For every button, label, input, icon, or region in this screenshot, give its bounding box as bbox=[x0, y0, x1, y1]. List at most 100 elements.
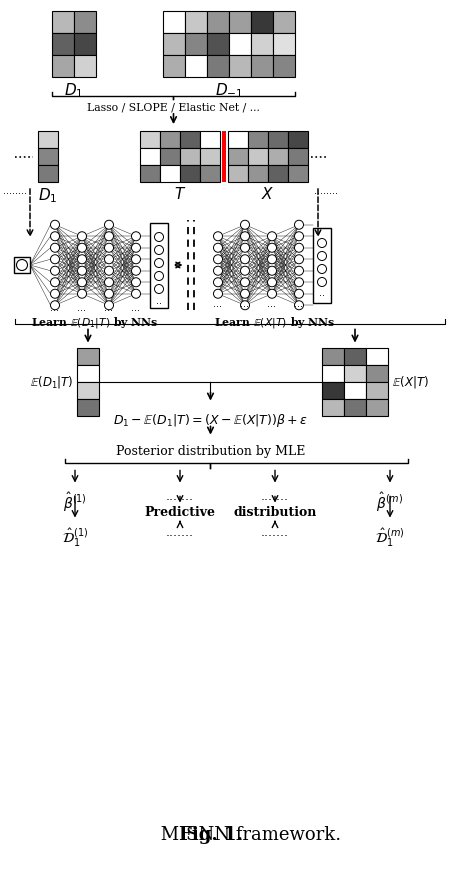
Text: ........: ........ bbox=[3, 186, 27, 196]
Bar bbox=[321, 365, 343, 382]
Bar bbox=[185, 56, 207, 78]
Bar bbox=[222, 132, 225, 182]
Circle shape bbox=[104, 278, 113, 288]
Bar bbox=[14, 258, 30, 274]
Bar bbox=[272, 56, 294, 78]
Bar bbox=[52, 12, 74, 34]
Circle shape bbox=[294, 267, 303, 276]
Circle shape bbox=[240, 278, 249, 288]
Bar bbox=[272, 34, 294, 56]
Bar bbox=[150, 223, 168, 308]
Bar bbox=[160, 132, 179, 149]
Bar bbox=[343, 365, 365, 382]
Text: $\mathbb{E}(X|T)$: $\mathbb{E}(X|T)$ bbox=[391, 374, 428, 390]
Bar bbox=[74, 12, 96, 34]
Bar bbox=[207, 56, 229, 78]
Bar bbox=[343, 399, 365, 416]
Circle shape bbox=[267, 267, 276, 276]
Bar bbox=[200, 166, 219, 182]
Text: $D_1$: $D_1$ bbox=[38, 186, 58, 204]
Circle shape bbox=[131, 255, 140, 264]
Bar bbox=[229, 34, 251, 56]
Text: $\hat{\mathcal{D}}_1^{(m)}$: $\hat{\mathcal{D}}_1^{(m)}$ bbox=[375, 526, 404, 548]
Bar bbox=[77, 399, 99, 416]
Circle shape bbox=[104, 221, 113, 230]
Bar bbox=[251, 56, 272, 78]
Text: $D_{-1}$: $D_{-1}$ bbox=[214, 81, 243, 100]
Bar bbox=[179, 149, 200, 166]
Text: .......: ....... bbox=[166, 526, 194, 539]
Text: $D_1 - \mathbb{E}(D_1|T) = (X - \mathbb{E}(X|T))\beta + \epsilon$: $D_1 - \mathbb{E}(D_1|T) = (X - \mathbb{… bbox=[113, 412, 307, 429]
Circle shape bbox=[240, 267, 249, 276]
Bar bbox=[228, 149, 247, 166]
Bar bbox=[74, 56, 96, 78]
Circle shape bbox=[131, 233, 140, 242]
Text: $D_1$: $D_1$ bbox=[64, 81, 84, 100]
Circle shape bbox=[131, 244, 140, 253]
Bar bbox=[140, 166, 160, 182]
Bar bbox=[251, 12, 272, 34]
Bar bbox=[321, 399, 343, 416]
Bar bbox=[228, 132, 247, 149]
Bar bbox=[185, 12, 207, 34]
Bar bbox=[268, 166, 287, 182]
Bar bbox=[160, 166, 179, 182]
Text: distribution: distribution bbox=[233, 506, 316, 519]
Bar bbox=[272, 12, 294, 34]
Bar bbox=[52, 34, 74, 56]
Circle shape bbox=[213, 278, 222, 288]
Text: ...: ... bbox=[77, 302, 86, 313]
Text: Learn $\mathbb{E}(D_1|T)$ by NNs: Learn $\mathbb{E}(D_1|T)$ by NNs bbox=[31, 314, 158, 329]
Circle shape bbox=[104, 255, 113, 264]
Text: .......: ....... bbox=[260, 490, 288, 503]
Bar bbox=[38, 166, 58, 182]
Text: ..: .. bbox=[156, 295, 162, 306]
Circle shape bbox=[77, 278, 86, 288]
Circle shape bbox=[77, 244, 86, 253]
Text: ...: ... bbox=[240, 299, 249, 308]
Text: $\hat{\beta}^{(1)}$: $\hat{\beta}^{(1)}$ bbox=[63, 490, 87, 514]
Circle shape bbox=[17, 260, 28, 271]
Bar bbox=[77, 348, 99, 365]
Bar bbox=[287, 132, 308, 149]
Circle shape bbox=[294, 255, 303, 264]
Bar bbox=[343, 382, 365, 399]
Bar bbox=[287, 149, 308, 166]
Bar bbox=[200, 132, 219, 149]
Circle shape bbox=[104, 290, 113, 299]
Text: ...: ... bbox=[267, 299, 276, 308]
Bar bbox=[287, 166, 308, 182]
Circle shape bbox=[50, 278, 59, 288]
Bar bbox=[247, 132, 268, 149]
Bar bbox=[229, 12, 251, 34]
Circle shape bbox=[154, 285, 163, 295]
Bar bbox=[207, 12, 229, 34]
Circle shape bbox=[294, 244, 303, 253]
Bar bbox=[77, 365, 99, 382]
Bar bbox=[207, 34, 229, 56]
Bar bbox=[365, 365, 387, 382]
Circle shape bbox=[154, 272, 163, 282]
Circle shape bbox=[294, 290, 303, 299]
Circle shape bbox=[50, 244, 59, 253]
Bar bbox=[251, 34, 272, 56]
Text: Learn $\mathbb{E}(X|T)$ by NNs: Learn $\mathbb{E}(X|T)$ by NNs bbox=[213, 314, 335, 329]
Circle shape bbox=[213, 267, 222, 276]
Circle shape bbox=[267, 244, 276, 253]
Text: ...: ... bbox=[213, 299, 222, 308]
Bar bbox=[268, 149, 287, 166]
Text: $\hat{\beta}^{(m)}$: $\hat{\beta}^{(m)}$ bbox=[375, 490, 403, 514]
Text: ...: ... bbox=[294, 299, 303, 308]
Circle shape bbox=[77, 233, 86, 242]
Text: ...: ... bbox=[131, 302, 140, 313]
Circle shape bbox=[317, 265, 326, 275]
Text: ........: ........ bbox=[313, 186, 337, 196]
Circle shape bbox=[104, 302, 113, 310]
Circle shape bbox=[213, 244, 222, 253]
Text: Lasso / SLOPE / Elastic Net / ...: Lasso / SLOPE / Elastic Net / ... bbox=[87, 103, 259, 113]
Bar bbox=[343, 348, 365, 365]
Bar bbox=[162, 12, 185, 34]
Bar bbox=[160, 149, 179, 166]
Bar bbox=[52, 56, 74, 78]
Bar bbox=[38, 132, 58, 149]
